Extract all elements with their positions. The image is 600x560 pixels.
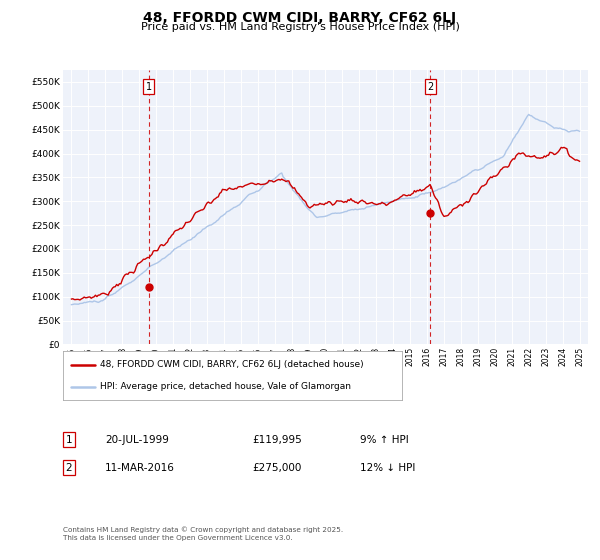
- Text: HPI: Average price, detached house, Vale of Glamorgan: HPI: Average price, detached house, Vale…: [100, 382, 351, 391]
- Text: £275,000: £275,000: [252, 463, 301, 473]
- Text: 12% ↓ HPI: 12% ↓ HPI: [360, 463, 415, 473]
- Text: £119,995: £119,995: [252, 435, 302, 445]
- Text: 1: 1: [65, 435, 73, 445]
- Text: Contains HM Land Registry data © Crown copyright and database right 2025.
This d: Contains HM Land Registry data © Crown c…: [63, 526, 343, 541]
- Text: 11-MAR-2016: 11-MAR-2016: [105, 463, 175, 473]
- Text: 2: 2: [427, 82, 433, 92]
- Text: 2: 2: [65, 463, 73, 473]
- Text: 9% ↑ HPI: 9% ↑ HPI: [360, 435, 409, 445]
- Text: 48, FFORDD CWM CIDI, BARRY, CF62 6LJ (detached house): 48, FFORDD CWM CIDI, BARRY, CF62 6LJ (de…: [100, 361, 364, 370]
- Text: 20-JUL-1999: 20-JUL-1999: [105, 435, 169, 445]
- Text: Price paid vs. HM Land Registry's House Price Index (HPI): Price paid vs. HM Land Registry's House …: [140, 22, 460, 32]
- Text: 1: 1: [145, 82, 152, 92]
- Text: 48, FFORDD CWM CIDI, BARRY, CF62 6LJ: 48, FFORDD CWM CIDI, BARRY, CF62 6LJ: [143, 11, 457, 25]
